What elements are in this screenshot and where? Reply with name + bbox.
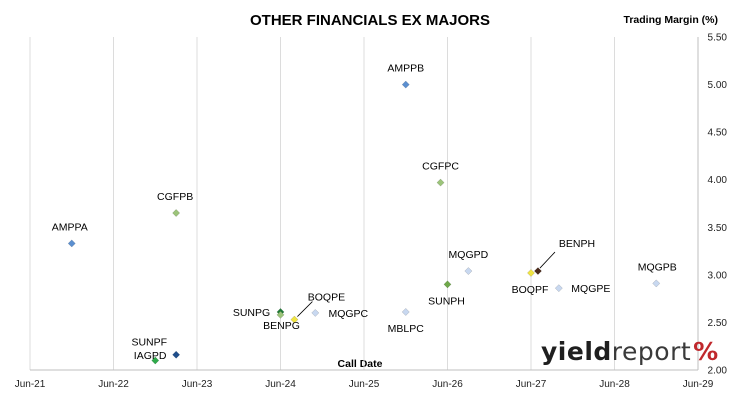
point-mqgpd <box>464 267 473 276</box>
point-label-benpg: BENPG <box>263 320 300 332</box>
point-label-amppa: AMPPA <box>52 221 88 233</box>
leader-line <box>539 251 556 269</box>
point-mblpc <box>401 308 410 316</box>
point-cgfpc <box>436 178 445 187</box>
leader-line <box>297 301 313 317</box>
point-label-boqpe: BOQPE <box>308 292 345 304</box>
y-axis-label: Trading Margin (%) <box>624 14 719 26</box>
point-label-mqgpe: MQGPE <box>571 283 610 295</box>
point-label-sunpg: SUNPG <box>233 307 270 319</box>
point-mqgpe <box>554 284 563 293</box>
x-tick-label: Jun-26 <box>432 379 463 390</box>
y-tick-label: 4.00 <box>708 175 728 186</box>
y-tick-label: 3.00 <box>708 270 728 281</box>
y-tick-label: 5.00 <box>708 80 728 91</box>
point-boqpf <box>527 269 535 277</box>
point-label-boqpf: BOQPF <box>512 284 549 296</box>
point-amppb <box>401 80 410 89</box>
x-tick-label: Jun-22 <box>98 379 129 390</box>
point-label-benph: BENPH <box>559 238 595 250</box>
logo-part-report: report <box>611 337 692 366</box>
x-tick-label: Jun-28 <box>599 379 630 390</box>
yieldreport-logo: yield report % <box>541 337 719 371</box>
logo-part-percent: % <box>693 337 719 366</box>
point-label-mqgpb: MQGPB <box>638 261 677 273</box>
point-label-cgfpb: CGFPB <box>157 191 193 203</box>
point-iagpd <box>172 350 181 359</box>
point-label-mqgpc: MQGPC <box>328 308 368 320</box>
point-label-mqgpd: MQGPD <box>449 249 489 261</box>
y-tick-label: 2.50 <box>708 318 728 329</box>
point-boqpe <box>290 315 299 324</box>
point-sunph <box>443 280 452 289</box>
point-benpg <box>276 310 285 319</box>
point-label-sunph: SUNPH <box>428 295 465 307</box>
point-label-sunpf: SUNPF <box>131 336 167 348</box>
chart-title: OTHER FINANCIALS EX MAJORS <box>250 12 490 29</box>
point-mqgpc <box>311 308 320 317</box>
point-cgfpb <box>172 209 181 217</box>
y-tick-label: 2.00 <box>708 366 728 377</box>
point-benph <box>534 267 542 276</box>
x-axis-label: Call Date <box>338 358 383 370</box>
point-amppa <box>67 239 76 248</box>
x-tick-label: Jun-24 <box>265 379 296 390</box>
y-tick-label: 5.50 <box>708 33 728 44</box>
point-sunpf <box>151 356 160 365</box>
x-tick-label: Jun-23 <box>182 379 213 390</box>
y-tick-label: 4.50 <box>708 128 728 139</box>
x-tick-label: Jun-21 <box>15 379 46 390</box>
x-tick-label: Jun-25 <box>349 379 380 390</box>
point-label-mblpc: MBLPC <box>388 323 425 335</box>
logo-part-yield: yield <box>541 337 612 366</box>
point-label-iagpd: IAGPD <box>134 350 167 362</box>
y-tick-label: 3.50 <box>708 223 728 234</box>
point-label-amppb: AMPPB <box>387 63 424 75</box>
x-tick-label: Jun-27 <box>516 379 547 390</box>
x-tick-label: Jun-29 <box>683 379 714 390</box>
point-label-cgfpc: CGFPC <box>422 161 459 173</box>
point-mqgpb <box>652 279 661 288</box>
